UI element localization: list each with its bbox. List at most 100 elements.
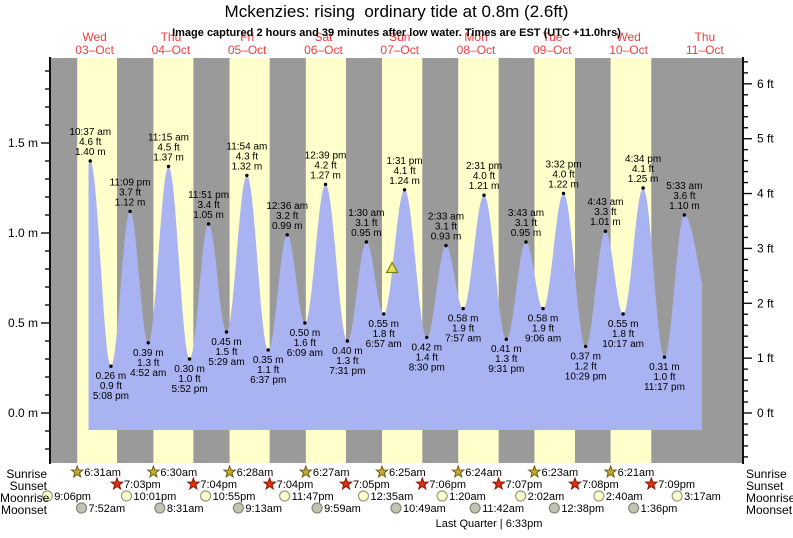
sunset-star-icon <box>491 476 506 491</box>
svg-text:4.3 ft: 4.3 ft <box>236 151 258 162</box>
moonset-circle-icon <box>154 502 166 514</box>
svg-text:3.3 ft: 3.3 ft <box>594 207 616 218</box>
sunset-row-label-right: Sunset <box>746 479 784 493</box>
svg-text:11:09 pm: 11:09 pm <box>110 177 151 188</box>
day-date-label: 10–Oct <box>609 43 648 57</box>
day-date-label: 07–Oct <box>380 43 419 57</box>
svg-text:0.58 m: 0.58 m <box>528 314 559 325</box>
svg-text:3.1 ft: 3.1 ft <box>355 218 377 229</box>
moonrise-circle-icon <box>41 490 53 502</box>
svg-text:0.58 m: 0.58 m <box>448 314 479 325</box>
svg-text:1.5 ft: 1.5 ft <box>215 347 237 358</box>
svg-text:3.2 ft: 3.2 ft <box>276 211 298 222</box>
svg-text:1.6 ft: 1.6 ft <box>294 338 316 349</box>
tide-extreme-dot <box>109 364 113 368</box>
svg-text:11:17 pm: 11:17 pm <box>644 382 685 393</box>
svg-text:0.50 m: 0.50 m <box>290 328 321 339</box>
day-name-label: Fri <box>240 30 254 44</box>
astronomy-time-label: 7:06pm <box>429 479 466 491</box>
svg-text:11:54 am: 11:54 am <box>226 141 267 152</box>
svg-text:0.31 m: 0.31 m <box>649 362 680 373</box>
sunset-star-icon <box>567 476 583 491</box>
tide-extreme-dot <box>364 240 369 244</box>
svg-text:0.26 m: 0.26 m <box>96 371 127 382</box>
sunset-star-icon <box>109 476 125 491</box>
svg-text:6:57 am: 6:57 am <box>366 339 402 350</box>
current-level-triangle-icon <box>385 261 399 274</box>
tide-extreme-dot <box>444 243 448 248</box>
sunrise-star-icon <box>70 464 85 479</box>
left-axis-tick-label: 0.0 m <box>8 406 38 420</box>
svg-text:4.1 ft: 4.1 ft <box>393 166 415 177</box>
svg-text:3.1 ft: 3.1 ft <box>515 218 537 229</box>
sunrise-star-icon <box>527 464 542 479</box>
moonrise-circle-icon <box>436 490 448 502</box>
astronomy-time-label: 6:27am <box>313 467 350 479</box>
sunset-star-icon <box>186 476 201 491</box>
right-axis: 6 ft 5 ft 4 ft 3 ft 2 ft 1 ft 0 ft <box>742 57 774 464</box>
svg-text:6:37 pm: 6:37 pm <box>250 375 286 386</box>
high-low-labels: 10:37 am4.6 ft1.40 m 0.26 m0.9 ft5:08 pm 1… <box>69 127 702 402</box>
svg-text:0.55 m: 0.55 m <box>368 319 399 330</box>
svg-text:1.25 m: 1.25 m <box>628 174 659 185</box>
astronomy-time-label: 11:47pm <box>292 491 334 503</box>
day-date-label: 04–Oct <box>152 43 191 57</box>
sunset-row-label: Sunset <box>9 479 47 493</box>
day-date-label: 09–Oct <box>533 43 572 57</box>
astronomy-time-label: 9:06pm <box>54 491 91 503</box>
svg-text:7:31 pm: 7:31 pm <box>329 366 365 377</box>
moonrise-circle-icon <box>671 490 683 502</box>
astronomy-time-label: 10:01pm <box>133 491 176 503</box>
day-headers: Wed03–OctThu04–OctFri05–OctSat06–OctSun0… <box>75 30 724 57</box>
tide-extreme-dot <box>245 173 249 178</box>
svg-text:0.55 m: 0.55 m <box>608 319 639 330</box>
svg-text:10:37 am: 10:37 am <box>69 127 111 138</box>
svg-text:6:09 am: 6:09 am <box>287 348 323 359</box>
astronomy-time-label: 7:05pm <box>353 479 390 491</box>
astronomy-time-label: 6:31am <box>84 467 121 479</box>
svg-text:4:52 am: 4:52 am <box>130 368 166 379</box>
astronomy-time-label: 6:25am <box>389 467 426 479</box>
astronomy-time-label: 10:55pm <box>213 491 256 503</box>
tide-extreme-dot <box>482 193 486 197</box>
astronomy-time-label: 1:36pm <box>641 503 678 515</box>
astronomy-time-label: 9:13am <box>245 503 282 515</box>
svg-text:0.95 m: 0.95 m <box>511 228 542 239</box>
tide-extreme-dot <box>285 233 289 237</box>
svg-text:8:30 pm: 8:30 pm <box>409 362 445 373</box>
tide-extreme-dot <box>166 164 171 169</box>
svg-text:4.5 ft: 4.5 ft <box>157 142 179 153</box>
svg-text:1.0 ft: 1.0 ft <box>653 372 675 383</box>
right-axis-tick-label: 4 ft <box>757 187 774 201</box>
right-axis-tick-label: 3 ft <box>757 241 774 255</box>
moonrise-circle-icon <box>120 490 133 502</box>
svg-text:0.42 m: 0.42 m <box>411 342 442 353</box>
astronomy-time-label: 8:31am <box>167 503 204 515</box>
svg-text:5:29 am: 5:29 am <box>208 357 244 368</box>
svg-text:4.0 ft: 4.0 ft <box>473 171 495 182</box>
left-axis-tick-label: 1.5 m <box>8 136 38 150</box>
astronomy-time-label: 3:17am <box>684 491 721 503</box>
moonset-circle-icon <box>232 502 244 514</box>
day-name-label: Tue <box>542 30 563 44</box>
tide-extreme-dot <box>146 341 150 345</box>
right-axis-tick-label: 1 ft <box>757 351 774 365</box>
moonrise-circle-icon <box>200 490 212 502</box>
day-date-label: 08–Oct <box>457 43 496 57</box>
tide-extreme-dot <box>425 335 429 340</box>
astronomy-time-label: 10:49am <box>403 503 446 515</box>
tide-extreme-dot <box>128 209 132 214</box>
day-name-label: Thu <box>695 30 716 44</box>
astronomy-time-label: 6:23am <box>541 467 578 479</box>
svg-text:1.37 m: 1.37 m <box>153 152 184 163</box>
astronomy-time-label: 12:35am <box>370 491 413 503</box>
day-name-label: Sat <box>314 30 333 44</box>
svg-text:1.01 m: 1.01 m <box>590 217 621 228</box>
svg-text:2:33 am: 2:33 am <box>428 212 464 223</box>
svg-text:1.9 ft: 1.9 ft <box>452 324 474 335</box>
left-axis-tick-label: 0.5 m <box>8 316 38 330</box>
sunrise-star-icon <box>146 464 161 479</box>
svg-text:1.9 ft: 1.9 ft <box>532 324 554 335</box>
astronomy-time-label: 11:42am <box>482 503 524 515</box>
